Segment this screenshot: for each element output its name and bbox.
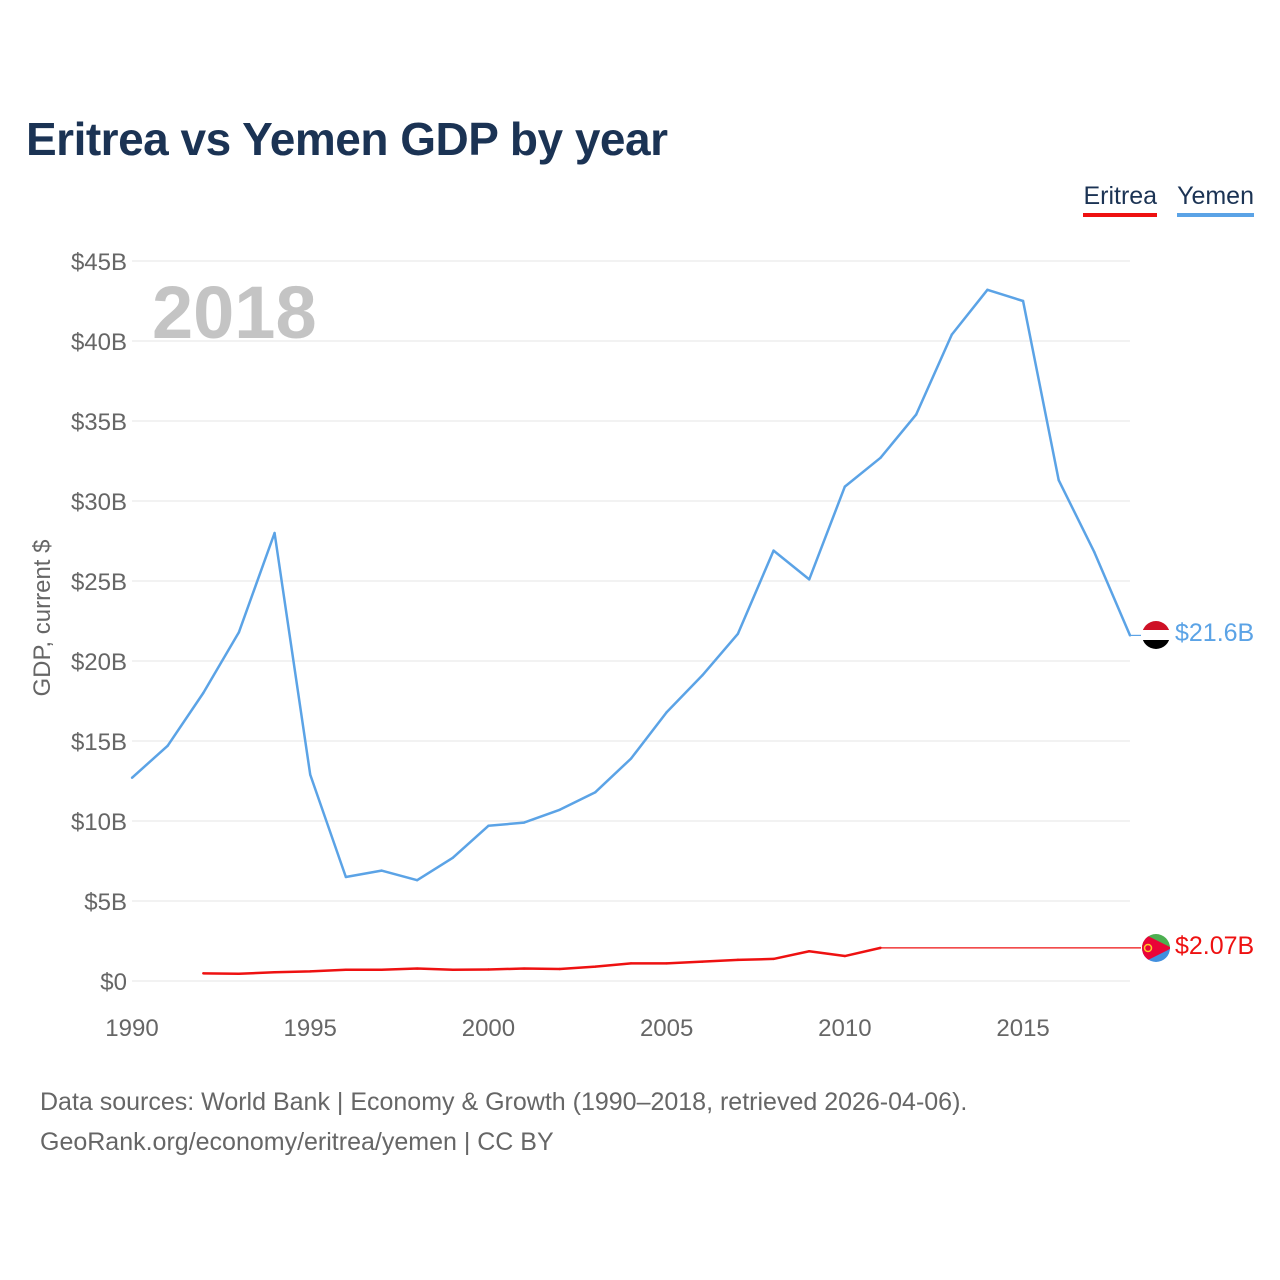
yemen-data-point: [1128, 634, 1132, 637]
yemen-data-point: [665, 711, 668, 714]
yemen-data-point: [522, 821, 526, 824]
y-tick-label: $30B: [71, 489, 127, 516]
legend: Eritrea Yemen: [1083, 182, 1254, 217]
y-axis-label: GDP, current $: [29, 540, 56, 697]
eritrea-data-point: [237, 972, 241, 975]
yemen-data-point: [130, 776, 134, 779]
yemen-data-point: [879, 456, 882, 459]
y-tick-label: $10B: [71, 809, 127, 836]
eritrea-data-point: [522, 967, 526, 970]
yemen-data-point: [986, 288, 989, 291]
x-tick-label: 1995: [284, 1015, 337, 1042]
yemen-data-point: [1021, 299, 1025, 303]
yemen-data-point: [237, 631, 241, 634]
eritrea-data-point: [202, 972, 205, 975]
yemen-data-point: [309, 773, 312, 776]
x-tick-label: 1990: [105, 1015, 158, 1042]
yemen-data-point: [166, 744, 169, 747]
yemen-end-label: $21.6B: [1175, 619, 1254, 647]
y-tick-label: $35B: [71, 409, 127, 436]
yemen-data-point: [451, 856, 454, 859]
eritrea-data-point: [629, 962, 633, 965]
eritrea-data-point: [736, 958, 740, 962]
eritrea-data-point: [309, 970, 312, 973]
yemen-data-point: [202, 691, 205, 695]
grid-lines: [132, 260, 1130, 982]
yemen-data-point: [772, 549, 775, 552]
eritrea-data-point: [487, 968, 490, 971]
eritrea-data-point: [415, 967, 419, 970]
yemen-data-point: [843, 485, 847, 488]
y-tick-label: $40B: [71, 329, 127, 356]
eritrea-data-point: [843, 954, 847, 958]
eritrea-data-point: [344, 968, 348, 971]
yemen-data-point: [558, 808, 561, 811]
eritrea-data-point: [665, 962, 668, 965]
yemen-data-point: [950, 333, 953, 336]
eritrea-data-point: [558, 967, 561, 971]
yemen-flag-icon: [1142, 621, 1170, 649]
eritrea-data-point: [594, 965, 597, 968]
eritrea-end-label: $2.07B: [1175, 932, 1254, 960]
chart-title: Eritrea vs Yemen GDP by year: [26, 113, 668, 165]
yemen-data-point: [380, 869, 383, 872]
x-tick-label: 2005: [640, 1015, 693, 1042]
yemen-data-point: [487, 824, 490, 827]
y-tick-label: $0: [100, 969, 127, 996]
source-note: Data sources: World Bank | Economy & Gro…: [40, 1082, 967, 1162]
series-layer: [130, 288, 1141, 976]
source-line-1: Data sources: World Bank | Economy & Gro…: [40, 1088, 968, 1116]
y-axis-ticks: $0 $5B $10B $15B $20B $25B $30B $35B $40B $45B: [71, 249, 127, 996]
eritrea-data-point: [772, 957, 775, 961]
y-tick-label: $5B: [84, 889, 127, 916]
yemen-data-point: [594, 791, 597, 794]
yemen-data-point: [808, 578, 811, 581]
eritrea-data-point: [879, 946, 882, 950]
year-watermark: 2018: [152, 271, 317, 354]
eritrea-data-point: [808, 950, 811, 953]
y-tick-label: $15B: [71, 729, 127, 756]
yemen-data-point: [273, 531, 276, 535]
eritrea-data-point: [380, 968, 383, 971]
eritrea-flag-icon: [1142, 934, 1170, 962]
yemen-data-point: [1057, 479, 1060, 482]
yemen-data-point: [629, 757, 633, 760]
y-tick-label: $45B: [71, 249, 127, 276]
eritrea-data-point: [273, 971, 276, 974]
yemen-data-point: [344, 875, 348, 879]
x-axis-ticks: 1990 1995 2000 2005 2010 2015: [105, 1015, 1049, 1042]
x-tick-label: 2000: [462, 1015, 515, 1042]
y-tick-label: $25B: [71, 569, 127, 596]
line-chart: $0 $5B $10B $15B $20B $25B $30B $35B $40B $45B 19…: [29, 249, 1254, 1042]
yemen-data-point: [914, 413, 918, 416]
legend-item-yemen[interactable]: Yemen: [1177, 182, 1254, 217]
yemen-data-point: [701, 674, 704, 677]
x-tick-label: 2015: [996, 1015, 1049, 1042]
source-line-2: GeoRank.org/economy/eritrea/yemen | CC B…: [40, 1128, 554, 1156]
yemen-data-point: [415, 879, 419, 882]
y-tick-label: $20B: [71, 649, 127, 676]
yemen-data-point: [1093, 551, 1096, 554]
eritrea-series-line: [203, 946, 881, 976]
yemen-data-point: [736, 632, 740, 635]
x-tick-label: 2010: [818, 1015, 871, 1042]
legend-item-eritrea[interactable]: Eritrea: [1083, 182, 1158, 217]
yemen-series-line: [131, 288, 1132, 882]
eritrea-data-point: [451, 968, 454, 971]
eritrea-data-point: [701, 960, 704, 963]
